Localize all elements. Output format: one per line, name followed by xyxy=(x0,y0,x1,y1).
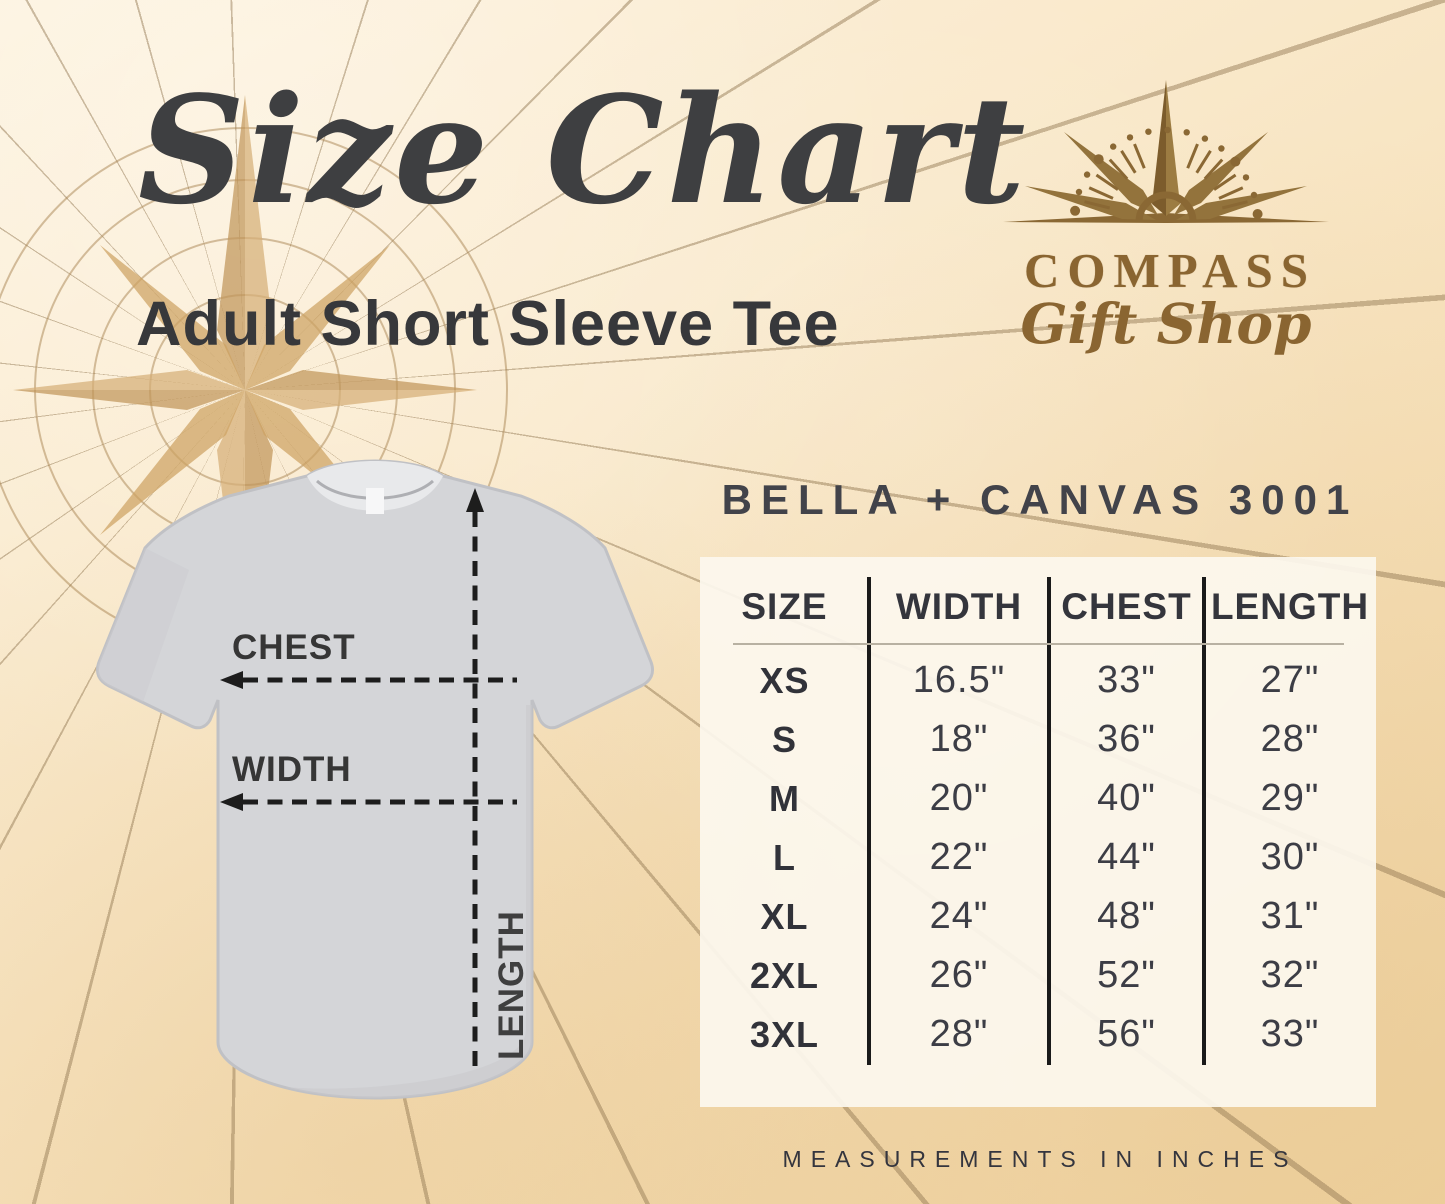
size-cell: XS xyxy=(759,659,810,701)
width-cell: 24" xyxy=(929,895,989,937)
size-cell: XL xyxy=(760,895,809,937)
length-cell: 32" xyxy=(1260,954,1320,996)
length-cell: 29" xyxy=(1260,777,1320,819)
width-cell: 22" xyxy=(929,836,989,878)
chest-cell: 52" xyxy=(1097,954,1156,996)
size-table: SIZE WIDTH CHEST LENGTH XS 16.5" 33" 27" S 18… xyxy=(700,557,1376,1107)
chest-cell: 40" xyxy=(1097,777,1156,819)
column-header-chest: CHEST xyxy=(1061,586,1192,627)
column-header-length: LENGTH xyxy=(1210,586,1370,627)
table-divider xyxy=(1202,577,1206,1065)
length-cell: 30" xyxy=(1260,836,1320,878)
length-label: LENGTH xyxy=(492,910,531,1060)
length-cell: 31" xyxy=(1260,895,1320,937)
size-cell: 3XL xyxy=(749,1013,820,1055)
table-body: XS 16.5" 33" 27" S 18" 36" 28" M 20" 40" 29" L 22" 44"… xyxy=(700,651,1376,1064)
table-divider xyxy=(867,577,871,1065)
width-cell: 16.5" xyxy=(912,659,1006,701)
width-cell: 20" xyxy=(929,777,989,819)
chest-cell: 33" xyxy=(1097,659,1156,701)
chest-cell: 36" xyxy=(1097,718,1156,760)
page-title: Size Chart xyxy=(138,63,1029,237)
chest-label: CHEST xyxy=(232,628,356,667)
size-cell: L xyxy=(773,836,796,878)
footer-note: MEASUREMENTS IN INCHES xyxy=(782,1146,1298,1172)
brand-logo: COMPASS Gift Shop xyxy=(983,72,1349,356)
measurement-arrows xyxy=(220,488,517,1070)
page-subtitle: Adult Short Sleeve Tee xyxy=(136,289,840,359)
size-cell: M xyxy=(769,777,800,819)
width-cell: 26" xyxy=(929,954,989,996)
size-cell: 2XL xyxy=(749,954,820,996)
chest-cell: 56" xyxy=(1097,1013,1156,1055)
size-cell: S xyxy=(771,718,797,760)
brand-name: COMPASS xyxy=(1024,243,1316,298)
length-cell: 28" xyxy=(1260,718,1320,760)
tshirt-icon xyxy=(95,459,655,1100)
tshirt-illustration: CHEST WIDTH LENGTH xyxy=(85,430,665,1120)
chest-cell: 44" xyxy=(1097,836,1156,878)
chest-cell: 48" xyxy=(1097,895,1156,937)
table-divider xyxy=(1047,577,1051,1065)
brand-tagline: Gift Shop xyxy=(1020,291,1312,356)
product-name: BELLA + CANVAS 3001 xyxy=(721,476,1359,523)
table-header-row: SIZE WIDTH CHEST LENGTH xyxy=(700,575,1376,639)
width-cell: 18" xyxy=(929,718,989,760)
compass-logo-icon xyxy=(1003,80,1329,223)
length-cell: 33" xyxy=(1260,1013,1320,1055)
length-cell: 27" xyxy=(1260,659,1320,701)
width-cell: 28" xyxy=(929,1013,989,1055)
width-label: WIDTH xyxy=(232,750,352,789)
header-underline xyxy=(733,643,1344,645)
column-header-size: SIZE xyxy=(741,586,828,627)
column-header-width: WIDTH xyxy=(895,586,1023,627)
